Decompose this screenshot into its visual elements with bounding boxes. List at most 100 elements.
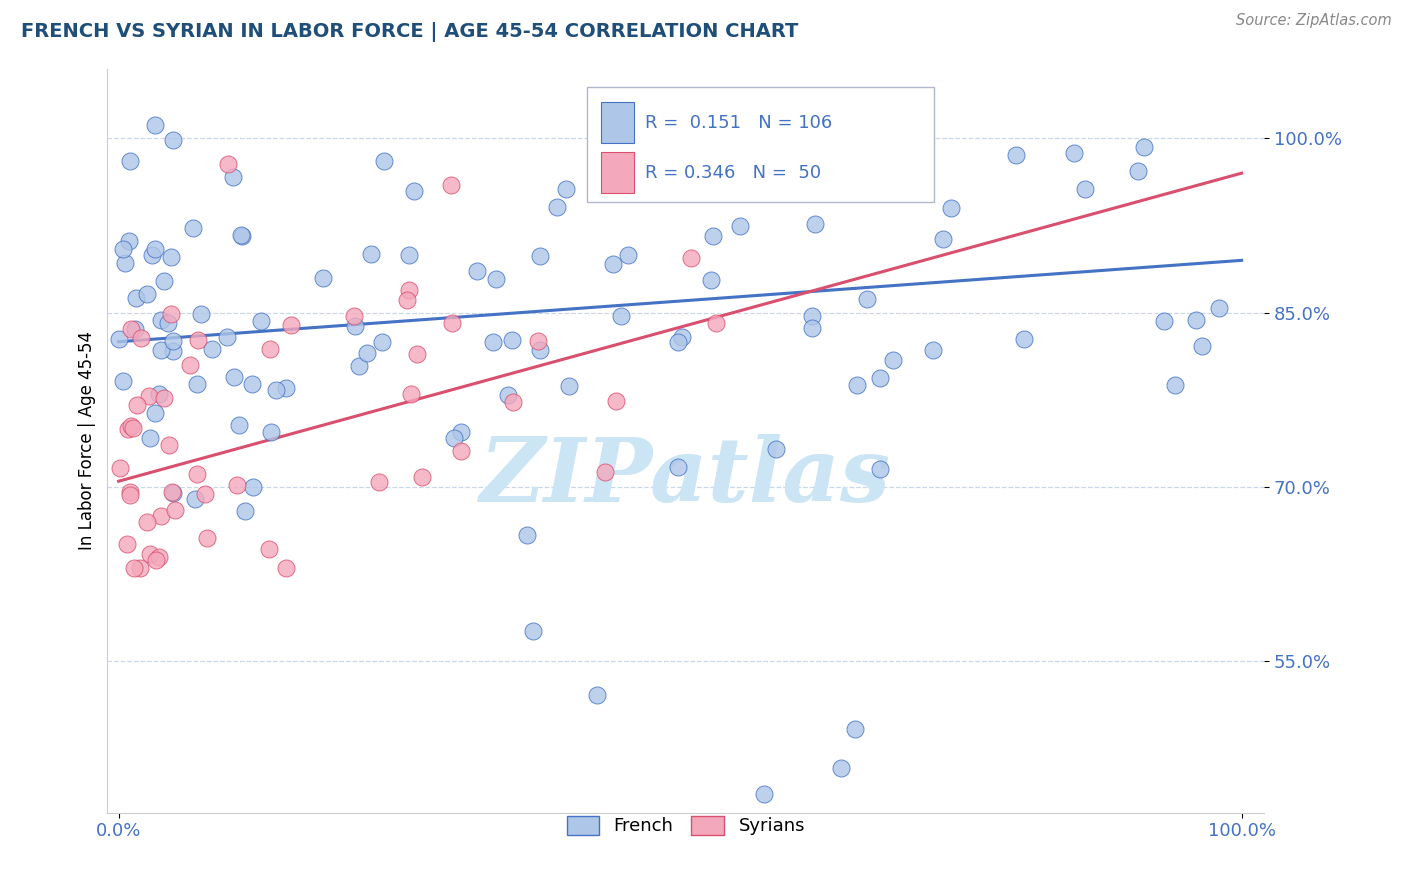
Point bbox=[360, 247, 382, 261]
Point bbox=[702, 228, 724, 243]
Point bbox=[145, 406, 167, 420]
Point bbox=[122, 561, 145, 575]
Bar bbox=[602, 153, 634, 194]
Bar bbox=[602, 103, 634, 144]
Point bbox=[1208, 301, 1230, 316]
Point bbox=[730, 219, 752, 233]
Point bbox=[1074, 182, 1097, 196]
Point bbox=[111, 374, 134, 388]
Point bbox=[405, 347, 427, 361]
Point bbox=[502, 395, 524, 409]
Point bbox=[149, 313, 172, 327]
Point bbox=[356, 346, 378, 360]
Point bbox=[162, 343, 184, 358]
Point bbox=[1012, 332, 1035, 346]
Text: R = 0.346   N =  50: R = 0.346 N = 50 bbox=[645, 164, 821, 182]
Point bbox=[162, 334, 184, 349]
Point bbox=[617, 247, 640, 261]
Point bbox=[373, 153, 395, 168]
Point bbox=[830, 761, 852, 775]
Legend: French, Syrians: French, Syrians bbox=[558, 806, 814, 845]
Point bbox=[498, 388, 520, 402]
Point bbox=[124, 322, 146, 336]
Point bbox=[922, 343, 945, 357]
Point bbox=[274, 381, 297, 395]
Point bbox=[221, 170, 243, 185]
Point bbox=[162, 133, 184, 147]
Point bbox=[882, 353, 904, 368]
Point bbox=[153, 274, 176, 288]
Point bbox=[108, 332, 131, 346]
Point bbox=[229, 228, 252, 243]
Point bbox=[529, 343, 551, 357]
FancyBboxPatch shape bbox=[588, 87, 935, 202]
Point bbox=[1126, 163, 1149, 178]
Point bbox=[145, 552, 167, 566]
Point bbox=[501, 333, 523, 347]
Point bbox=[344, 319, 367, 334]
Point bbox=[516, 528, 538, 542]
Point bbox=[141, 248, 163, 262]
Point bbox=[217, 157, 239, 171]
Point bbox=[450, 444, 472, 458]
Point bbox=[266, 383, 288, 397]
Point bbox=[120, 418, 142, 433]
Point bbox=[125, 291, 148, 305]
Text: ZIPatlas: ZIPatlas bbox=[481, 434, 891, 521]
Point bbox=[138, 547, 160, 561]
Point bbox=[914, 108, 936, 122]
Point bbox=[120, 488, 142, 502]
Point bbox=[1164, 378, 1187, 392]
Point bbox=[522, 624, 544, 638]
Point bbox=[226, 478, 249, 492]
Point bbox=[845, 377, 868, 392]
Point bbox=[869, 371, 891, 385]
Point bbox=[704, 317, 727, 331]
Point bbox=[233, 503, 256, 517]
Point bbox=[179, 358, 201, 372]
Point bbox=[138, 389, 160, 403]
Point bbox=[120, 153, 142, 168]
Point bbox=[370, 334, 392, 349]
Point bbox=[118, 485, 141, 500]
Point bbox=[149, 343, 172, 357]
Point bbox=[194, 487, 217, 501]
Point bbox=[250, 314, 273, 328]
Text: Source: ZipAtlas.com: Source: ZipAtlas.com bbox=[1236, 13, 1392, 29]
Point bbox=[485, 272, 508, 286]
Point bbox=[222, 370, 245, 384]
Point bbox=[114, 256, 136, 270]
Point bbox=[143, 242, 166, 256]
Point bbox=[280, 318, 302, 332]
Text: R =  0.151   N = 106: R = 0.151 N = 106 bbox=[645, 114, 832, 132]
Point bbox=[527, 334, 550, 348]
Point bbox=[679, 251, 702, 265]
Point bbox=[157, 437, 180, 451]
Point bbox=[586, 688, 609, 702]
Point bbox=[855, 292, 877, 306]
Point bbox=[148, 549, 170, 564]
Point bbox=[411, 470, 433, 484]
Point bbox=[605, 394, 627, 409]
Point bbox=[257, 541, 280, 556]
Point bbox=[131, 331, 153, 345]
Point bbox=[186, 467, 208, 482]
Point bbox=[163, 502, 186, 516]
Point bbox=[231, 228, 253, 243]
Point bbox=[554, 182, 576, 196]
Point bbox=[129, 561, 152, 575]
Point bbox=[803, 217, 825, 231]
Point bbox=[666, 460, 689, 475]
Point bbox=[546, 200, 568, 214]
Point bbox=[443, 431, 465, 445]
Point bbox=[215, 330, 238, 344]
Point bbox=[139, 431, 162, 445]
Point bbox=[367, 475, 389, 490]
Point bbox=[201, 342, 224, 356]
Point bbox=[240, 377, 263, 392]
Point bbox=[162, 485, 184, 500]
Point bbox=[404, 184, 426, 198]
Point bbox=[869, 462, 891, 476]
Point bbox=[120, 322, 142, 336]
Point bbox=[160, 484, 183, 499]
